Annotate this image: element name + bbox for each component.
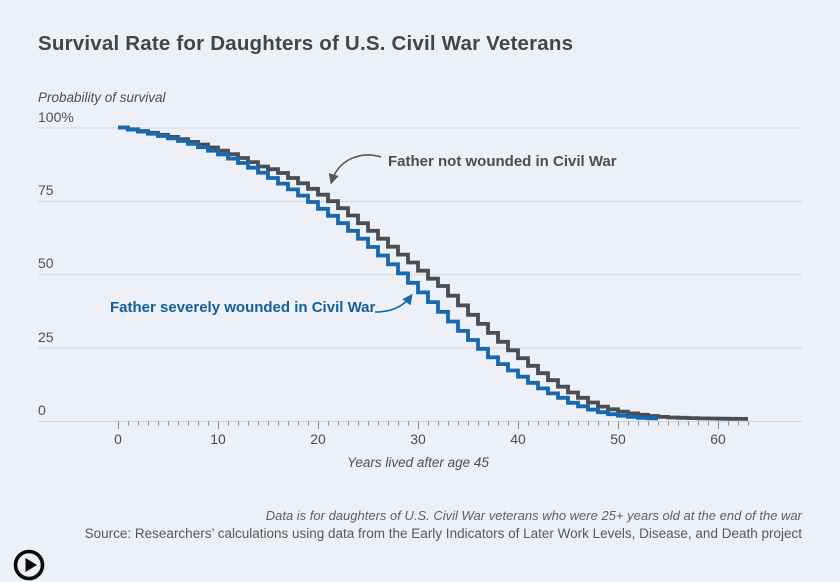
x-axis-tick-label: 50 xyxy=(610,431,626,447)
x-axis-tick-labels: 0 10 20 30 40 50 60 xyxy=(0,431,840,451)
x-axis-tick-label: 60 xyxy=(710,431,726,447)
annotation-arrow-not-wounded xyxy=(328,154,382,185)
y-axis-tick-label: 25 xyxy=(38,328,54,345)
y-axis-tick-label: 50 xyxy=(38,255,54,272)
x-axis-tick-label: 40 xyxy=(510,431,526,447)
play-button[interactable] xyxy=(11,547,47,582)
annotation-arrows xyxy=(328,154,413,313)
y-axis-tick-label: 75 xyxy=(38,181,54,198)
y-axis-tick-label: 100% xyxy=(38,108,74,125)
x-axis-tick-label: 20 xyxy=(310,431,326,447)
annotation-arrow-severely-wounded xyxy=(374,293,413,313)
chart-title: Survival Rate for Daughters of U.S. Civi… xyxy=(38,32,574,55)
y-axis-tick-labels: 0 25 50 75 100% xyxy=(38,0,98,582)
series-curve-not-wounded xyxy=(118,125,748,421)
annotation-not-wounded-label: Father not wounded in Civil War xyxy=(388,153,617,170)
chart-generated-layer xyxy=(38,125,802,429)
y-axis-tick-label: 0 xyxy=(38,402,46,418)
x-axis-tick-label: 10 xyxy=(210,431,226,447)
x-axis-tick-label: 0 xyxy=(114,431,122,447)
play-icon xyxy=(13,549,45,581)
series-curve-severely-wounded xyxy=(118,125,658,421)
play-triangle-icon xyxy=(25,558,37,572)
source-credit: Source: Researchers’ calculations using … xyxy=(84,526,802,541)
data-note: Data is for daughters of U.S. Civil War … xyxy=(265,508,802,523)
y-axis-title: Probability of survival xyxy=(38,90,166,105)
x-axis-title: Years lived after age 45 xyxy=(347,455,489,470)
annotation-severely-wounded-label: Father severely wounded in Civil War xyxy=(110,299,376,316)
x-axis-tick-label: 30 xyxy=(410,431,426,447)
